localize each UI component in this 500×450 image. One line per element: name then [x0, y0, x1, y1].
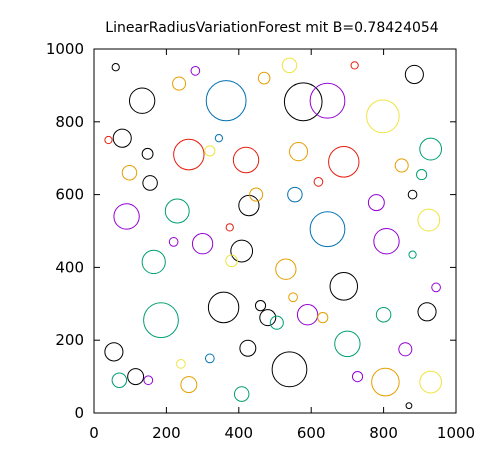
data-circle — [191, 233, 214, 255]
data-circle — [394, 158, 409, 173]
data-circle — [164, 198, 190, 224]
data-circles — [104, 57, 443, 410]
data-circle — [141, 147, 154, 160]
data-circle — [214, 134, 224, 143]
data-circle — [398, 342, 413, 357]
x-tick-label: 1000 — [437, 424, 475, 442]
data-circle — [190, 65, 201, 76]
data-circle — [104, 342, 124, 362]
data-circle — [417, 302, 437, 322]
data-circle — [328, 146, 360, 178]
data-circle — [419, 370, 443, 394]
data-circle — [259, 309, 277, 327]
data-circle — [113, 203, 140, 230]
data-circle — [281, 57, 298, 74]
data-circle — [309, 211, 346, 248]
y-tick-label: 400 — [55, 258, 84, 276]
data-circle — [334, 330, 361, 358]
data-circle — [329, 271, 359, 301]
x-tick-label: 200 — [152, 424, 181, 442]
data-circle — [111, 63, 120, 72]
data-circle — [207, 291, 240, 324]
data-circle — [180, 376, 198, 394]
data-circle — [296, 304, 319, 326]
data-circle — [351, 371, 364, 383]
x-tick-label: 0 — [89, 424, 99, 442]
data-circle — [254, 300, 267, 312]
data-circle — [143, 375, 154, 386]
data-circle — [375, 306, 392, 323]
data-circle — [366, 99, 400, 134]
data-circle — [283, 82, 323, 122]
data-circle — [172, 76, 187, 91]
data-circle — [288, 292, 298, 303]
data-circle — [373, 227, 400, 255]
data-circle — [350, 61, 359, 70]
data-circle — [141, 249, 166, 275]
data-circle — [111, 372, 128, 389]
data-circle — [232, 146, 260, 174]
data-circle — [275, 258, 297, 280]
data-circle — [257, 71, 271, 85]
data-circle — [287, 186, 303, 203]
data-circle — [127, 368, 145, 386]
data-circle — [176, 358, 186, 369]
data-circle — [168, 237, 179, 247]
x-tick-label: 400 — [224, 424, 253, 442]
data-circle — [431, 282, 441, 293]
data-circle — [173, 138, 205, 171]
data-circle — [419, 137, 443, 161]
data-circle — [142, 175, 158, 191]
y-tick-label: 600 — [55, 186, 84, 204]
data-circle — [367, 194, 385, 212]
data-circle — [128, 87, 156, 114]
data-circle — [225, 254, 238, 268]
data-circle — [271, 351, 308, 388]
data-circle — [112, 128, 132, 148]
data-circle — [104, 135, 113, 145]
data-circle — [143, 302, 179, 339]
y-tick-label: 200 — [55, 331, 84, 349]
data-circle — [288, 142, 309, 162]
y-tick-label: 0 — [74, 404, 84, 422]
data-circle — [408, 250, 417, 259]
data-circle — [269, 315, 284, 330]
data-circle — [249, 187, 264, 202]
data-circle — [416, 168, 428, 181]
data-circle — [233, 386, 250, 402]
data-circle — [313, 176, 324, 187]
y-tick-label: 800 — [55, 113, 84, 131]
x-tick-label: 600 — [297, 424, 326, 442]
data-circle — [405, 402, 413, 410]
data-circle — [371, 367, 400, 397]
axis-ticks: 0 200 400 600 800 1000 0 200 400 600 800 1000 — [46, 40, 475, 442]
data-circle — [121, 164, 138, 181]
data-circle — [309, 82, 346, 119]
y-tick-label: 1000 — [46, 40, 84, 58]
data-circle — [317, 312, 329, 324]
data-circle — [204, 145, 216, 157]
data-circle — [239, 339, 257, 357]
data-circle — [417, 208, 441, 232]
plot-frame — [93, 48, 457, 414]
data-circle — [404, 64, 424, 85]
data-circle — [230, 239, 254, 263]
chart-title: LinearRadiusVariationForest mit B=0.7842… — [105, 20, 438, 36]
data-circle — [225, 223, 234, 232]
data-circle — [407, 189, 418, 200]
data-circle — [205, 80, 247, 122]
data-circle — [204, 353, 215, 364]
x-tick-label: 800 — [369, 424, 398, 442]
data-circle — [238, 194, 260, 217]
